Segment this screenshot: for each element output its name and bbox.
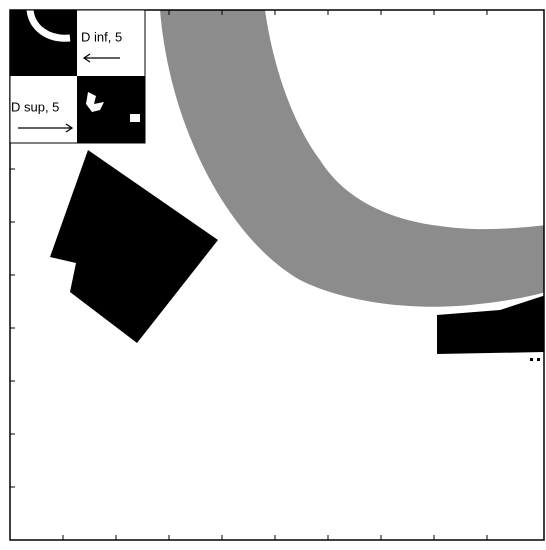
figure: D inf, 5 D sup, 5 xyxy=(0,0,546,550)
inset-blob xyxy=(130,114,140,122)
inset: D inf, 5 D sup, 5 xyxy=(10,10,145,143)
gray-ring xyxy=(160,10,546,307)
inset-black-tl xyxy=(10,10,77,76)
inset-black-br xyxy=(77,76,145,143)
black-block xyxy=(50,150,218,343)
label-sup: D sup, 5 xyxy=(11,99,59,114)
label-inf: D inf, 5 xyxy=(81,29,122,44)
speck xyxy=(537,358,540,361)
speck xyxy=(530,358,533,361)
page: D inf, 5 D sup, 5 (() => { const data = … xyxy=(0,0,546,550)
